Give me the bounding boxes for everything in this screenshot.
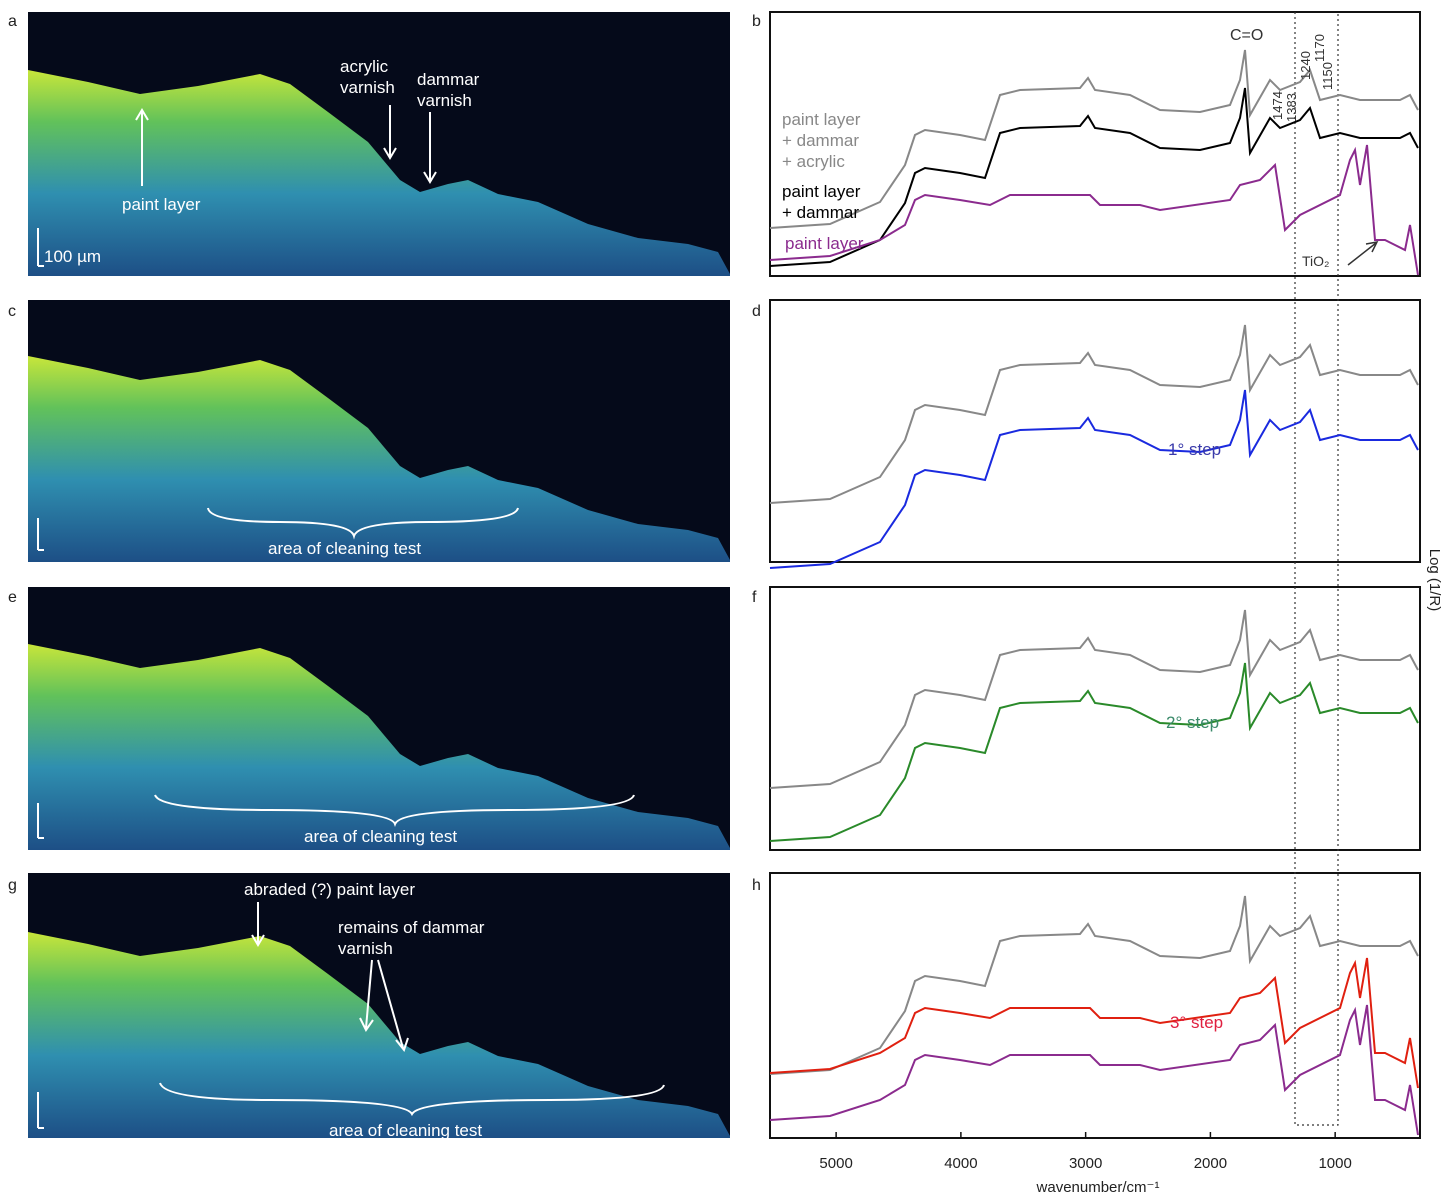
annotation: remains of dammar <box>338 918 485 937</box>
annotation: varnish <box>338 939 393 958</box>
spectrum-label: 1° step <box>1168 440 1221 459</box>
peak-label: C=O <box>1230 27 1263 44</box>
panel-letter: c <box>8 303 16 320</box>
y-axis-label: Log (1/R) <box>1426 549 1443 612</box>
annotation: abraded (?) paint layer <box>244 880 415 899</box>
x-tick-label: 2000 <box>1194 1155 1227 1172</box>
panel-letter: b <box>752 13 761 30</box>
dotted-region <box>1294 12 1339 1126</box>
x-axis: 5000 4000 3000 2000 1000 <box>819 1132 1352 1172</box>
spectrum-label: + dammar <box>782 203 859 222</box>
annotation: varnish <box>417 91 472 110</box>
x-tick-label: 5000 <box>819 1155 852 1172</box>
tio2-arrow <box>1347 240 1379 266</box>
peak-label: 1383 <box>1284 93 1299 122</box>
x-tick-label: 1000 <box>1318 1155 1351 1172</box>
annotation: area of cleaning test <box>304 827 457 846</box>
spectra <box>769 49 1419 1136</box>
spectrum-label: + acrylic <box>782 152 845 171</box>
panel-letter: h <box>752 877 761 894</box>
annotation: area of cleaning test <box>329 1121 482 1140</box>
panel-letter: g <box>8 877 17 894</box>
annotation: area of cleaning test <box>268 539 421 558</box>
peak-label: TiO₂ <box>1302 253 1329 269</box>
spectra-frames <box>769 11 1421 1139</box>
oct-images <box>28 12 730 1138</box>
panel-letter: e <box>8 589 17 606</box>
annotation: dammar <box>417 70 480 89</box>
annotation: varnish <box>340 78 395 97</box>
oct-overlays <box>37 105 665 1129</box>
peak-label: 1240 <box>1298 51 1313 80</box>
spectrum-label: 2° step <box>1166 713 1219 732</box>
panel-letter: f <box>752 589 757 606</box>
spectrum-label: 3° step <box>1170 1013 1223 1032</box>
spectrum-label: paint layer <box>785 234 864 253</box>
scale-label: 100 µm <box>44 247 101 266</box>
peak-label: 1150 <box>1320 62 1335 90</box>
x-tick-label: 4000 <box>944 1155 977 1172</box>
peak-label: 1474 <box>1270 91 1285 120</box>
spectrum-label: paint layer <box>782 110 861 129</box>
panel-letter: a <box>8 13 17 30</box>
spectrum-label: paint layer <box>782 182 861 201</box>
annotation: paint layer <box>122 195 201 214</box>
labels: a b c d e f g h 100 µm paint layer acryl… <box>8 13 1443 1196</box>
x-axis-label: wavenumber/cm⁻¹ <box>1036 1179 1160 1196</box>
peak-label: 1170 <box>1312 34 1327 62</box>
annotation: acrylic <box>340 57 389 76</box>
spectrum-label: + dammar <box>782 131 859 150</box>
panel-letter: d <box>752 303 761 320</box>
x-tick-label: 3000 <box>1069 1155 1102 1172</box>
